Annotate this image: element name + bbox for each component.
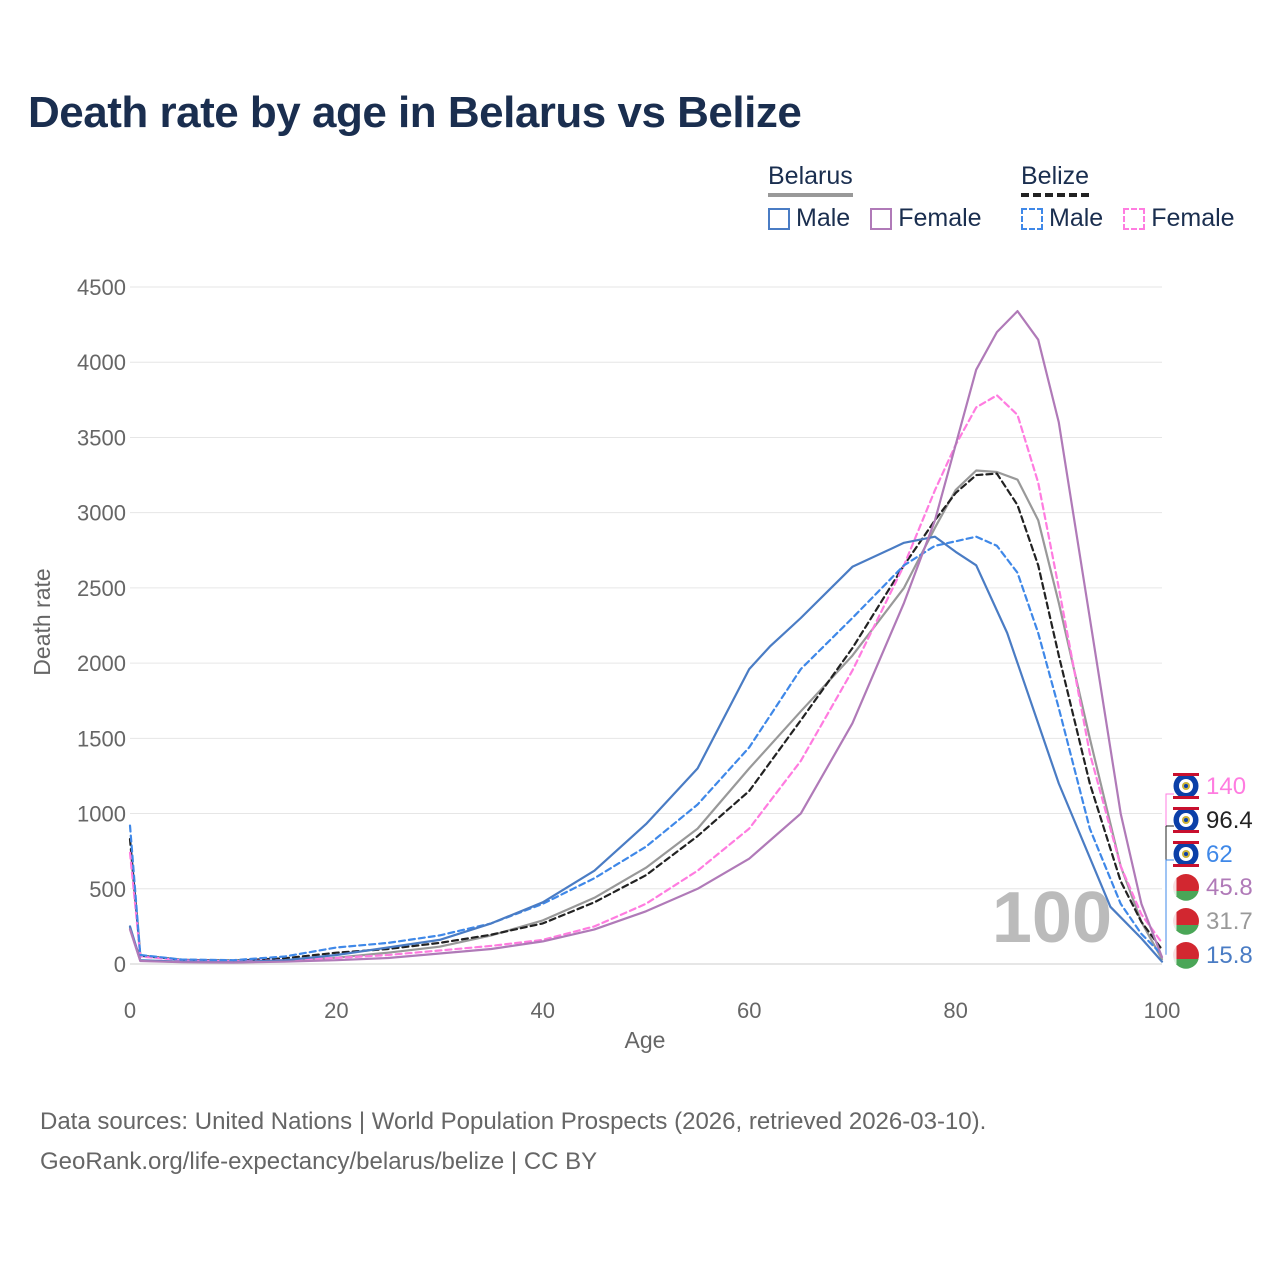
series-line-belarus-male[interactable] bbox=[128, 535, 1164, 964]
legend-swatch-belarus-male[interactable] bbox=[768, 207, 790, 230]
chart-grid bbox=[130, 286, 1162, 965]
end-label-connector bbox=[1165, 859, 1174, 955]
y-tick-label: 3000 bbox=[77, 501, 126, 526]
end-labels: 140 96.4 62 45.8 31.7 15.8 bbox=[1165, 772, 1253, 969]
end-label-belarus-female: 45.8 bbox=[1206, 874, 1253, 901]
y-axis-title: Death rate bbox=[29, 568, 55, 675]
legend-group-title-belize: Belize bbox=[1021, 162, 1090, 197]
series-line-belize-female[interactable] bbox=[128, 394, 1164, 963]
y-tick-label: 1000 bbox=[77, 802, 126, 827]
legend-group-belize: Belize Male Female bbox=[1021, 162, 1235, 232]
legend-group-belarus: Belarus Male Female bbox=[768, 162, 982, 232]
y-tick-label: 0 bbox=[114, 952, 126, 977]
legend-label-belarus-female[interactable]: Female bbox=[898, 204, 982, 232]
x-tick-label: 80 bbox=[943, 998, 967, 1023]
legend-row-belarus: Male Female bbox=[768, 204, 1002, 233]
series-line-belize-male[interactable] bbox=[128, 535, 1164, 962]
legend-label-belize-female[interactable]: Female bbox=[1151, 204, 1235, 232]
footer-link[interactable]: GeoRank.org/life-expectancy/belarus/beli… bbox=[40, 1148, 598, 1175]
belize-flag-icon bbox=[1172, 806, 1200, 834]
y-tick-label: 500 bbox=[89, 877, 126, 902]
end-label-connector bbox=[1165, 793, 1174, 943]
y-tick-label: 3500 bbox=[77, 425, 126, 450]
legend-row-belize: Male Female bbox=[1021, 204, 1255, 233]
y-axis-ticks: 0 500 1000 1500 2000 2500 3000 3500 4000 4500 bbox=[77, 275, 126, 977]
x-tick-label: 60 bbox=[737, 998, 761, 1023]
y-tick-label: 2500 bbox=[77, 576, 126, 601]
legend-label-belarus-male[interactable]: Male bbox=[796, 204, 851, 232]
end-label-belarus-total: 31.7 bbox=[1206, 908, 1253, 935]
y-tick-label: 1500 bbox=[77, 726, 126, 751]
series-line-belize-total[interactable] bbox=[128, 472, 1164, 962]
belize-flag-icon bbox=[1172, 840, 1200, 868]
end-label-belize-total: 96.4 bbox=[1206, 807, 1253, 834]
legend-group-title-belarus: Belarus bbox=[768, 162, 853, 197]
x-tick-label: 40 bbox=[531, 998, 555, 1023]
year-watermark: 100 bbox=[992, 878, 1112, 958]
y-tick-label: 4000 bbox=[77, 350, 126, 375]
legend-swatch-belize-male[interactable] bbox=[1021, 207, 1043, 230]
x-axis-ticks: 0 20 40 60 80 100 bbox=[124, 998, 1180, 1023]
belize-flag-icon bbox=[1172, 772, 1200, 800]
belarus-flag-icon bbox=[1173, 942, 1199, 969]
end-label-belarus-male: 15.8 bbox=[1206, 942, 1253, 969]
x-tick-label: 0 bbox=[124, 998, 136, 1023]
chart-series bbox=[128, 310, 1164, 964]
end-label-belize-male: 62 bbox=[1206, 841, 1233, 868]
legend-swatch-belarus-female[interactable] bbox=[870, 207, 893, 230]
footer-sources: Data sources: United Nations | World Pop… bbox=[40, 1108, 987, 1135]
legend-label-belize-male[interactable]: Male bbox=[1049, 204, 1104, 232]
x-tick-label: 100 bbox=[1144, 998, 1181, 1023]
y-tick-label: 2000 bbox=[77, 651, 126, 676]
y-tick-label: 4500 bbox=[77, 275, 126, 300]
belarus-flag-icon bbox=[1173, 874, 1199, 901]
end-label-connector bbox=[1165, 825, 1174, 950]
belarus-flag-icon bbox=[1173, 908, 1199, 935]
legend-swatch-belize-female[interactable] bbox=[1123, 207, 1146, 230]
x-tick-label: 20 bbox=[324, 998, 348, 1023]
series-line-belarus-female[interactable] bbox=[128, 310, 1164, 964]
page-title: Death rate by age in Belarus vs Belize bbox=[28, 88, 802, 137]
x-axis-title: Age bbox=[625, 1027, 666, 1053]
end-label-belize-female: 140 bbox=[1206, 773, 1246, 800]
